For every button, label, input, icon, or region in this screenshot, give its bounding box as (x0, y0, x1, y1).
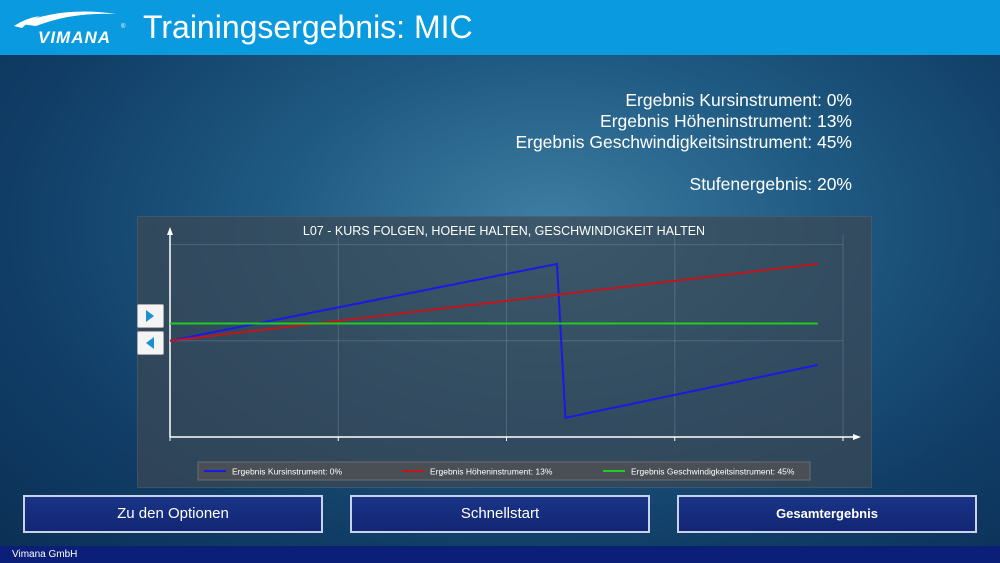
logo-wing-icon (14, 11, 116, 28)
logo-trademark: ® (121, 24, 126, 30)
options-button[interactable]: Zu den Optionen (23, 495, 323, 533)
overall-result-button[interactable]: Gesamtergebnis (677, 495, 977, 533)
legend-label-2: Ergebnis Höheninstrument: 13% (430, 467, 553, 477)
triangle-left-icon (146, 337, 154, 349)
chart-prev-button[interactable] (137, 331, 164, 355)
result-chart: L07 - KURS FOLGEN, HOEHE HALTEN, GESCHWI… (137, 216, 872, 488)
logo-text: VIMANA (38, 28, 112, 47)
result-hoehe: Ergebnis Höheninstrument: 13% (600, 111, 852, 131)
result-stufe: Stufenergebnis: 20% (689, 174, 852, 194)
result-kurs: Ergebnis Kursinstrument: 0% (625, 90, 852, 110)
results-summary: Ergebnis Kursinstrument: 0% Ergebnis Höh… (515, 90, 852, 195)
result-geschwindigkeit: Ergebnis Geschwindigkeitsinstrument: 45% (515, 132, 852, 152)
footer-company: Vimana GmbH (0, 546, 1000, 563)
y-axis-arrow (167, 227, 173, 235)
chart-svg: L07 - KURS FOLGEN, HOEHE HALTEN, GESCHWI… (167, 224, 861, 481)
x-axis-arrow (853, 434, 861, 440)
header-bar: VIMANA ® Trainingsergebnis: MIC (0, 0, 1000, 55)
vimana-logo: VIMANA ® (12, 8, 126, 48)
legend-label-3: Ergebnis Geschwindigkeitsinstrument: 45% (631, 467, 795, 477)
chart-legend (197, 461, 811, 481)
page-title: Trainingsergebnis: MIC (143, 9, 473, 45)
series-line-1 (169, 262, 819, 420)
triangle-right-icon (146, 310, 154, 322)
series-line-2 (169, 262, 818, 342)
chart-next-button[interactable] (137, 304, 164, 328)
legend-label-1: Ergebnis Kursinstrument: 0% (232, 467, 343, 477)
quickstart-button[interactable]: Schnellstart (350, 495, 650, 533)
chart-title: L07 - KURS FOLGEN, HOEHE HALTEN, GESCHWI… (303, 224, 705, 238)
